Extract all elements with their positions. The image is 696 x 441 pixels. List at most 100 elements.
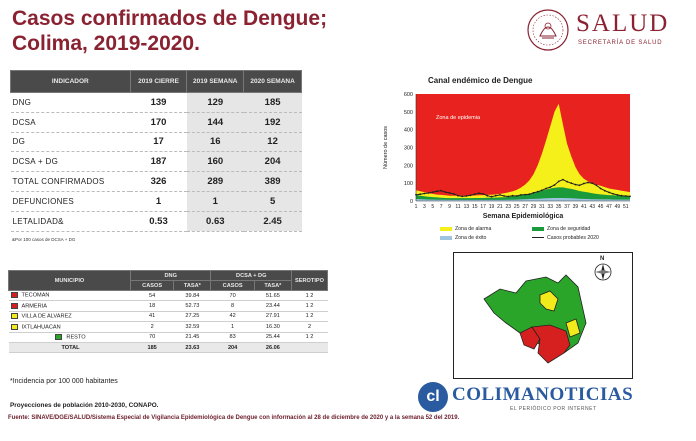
salud-logo: SALUD SECRETARÍA DE SALUD	[526, 8, 694, 54]
x-tick-label: 45	[598, 204, 604, 210]
x-tick-label: 51	[623, 204, 629, 210]
summary-row-label: DCSA	[10, 112, 131, 133]
x-tick-label: 13	[464, 204, 470, 210]
north-compass: N	[592, 256, 614, 283]
casos-probables-point	[440, 189, 443, 192]
serotipo: 2	[291, 321, 328, 333]
x-tick-label: 37	[564, 204, 570, 210]
municipio-row: RESTO 70 21.45 83 25.44 1 2	[8, 332, 328, 343]
municipio-header-row-1: MUNICIPIO DNG DCSA + DG SEROTIPO	[8, 270, 328, 291]
header-indicador: INDICADOR	[10, 70, 131, 93]
header-dng: DNG	[129, 270, 212, 281]
zona-seguridad-area	[416, 187, 630, 201]
map-region-ixtlahuacan	[565, 318, 581, 338]
casos-probables-point	[603, 189, 606, 192]
endemic-channel-chart: 0 100 200 300 400 500 600 1 3 5 7 9 11 13 15 17 19 21 23 25…	[378, 70, 640, 248]
casos-probables-point	[591, 182, 594, 185]
x-tick-label: 11	[455, 204, 460, 210]
casos-probables-point	[494, 194, 497, 197]
summary-header-row: INDICADOR 2019 CIERRE 2019 SEMANA 2020 S…	[10, 70, 302, 93]
x-tick-label: 5	[431, 204, 434, 210]
casos-probables-point	[423, 192, 426, 195]
dng-casos: 54	[130, 290, 174, 302]
summary-cell: 1	[186, 191, 244, 212]
municipio-total-row: TOTAL 185 23.63 204 26.06	[8, 342, 328, 354]
legend-exito: Zona de éxito	[440, 235, 486, 241]
x-tick-label: 1	[415, 204, 418, 210]
header-dcsa-dg: DCSA + DG	[210, 270, 292, 281]
municipio-header-row-2: CASOS TASA* CASOS TASA*	[9, 280, 328, 291]
logo-word: SALUD	[576, 10, 670, 37]
dng-casos: 70	[130, 332, 174, 343]
annotation-zona-epidemia: Zona de epidemia	[436, 115, 481, 121]
total-serotipo	[291, 342, 328, 354]
casos-probables-point	[461, 195, 464, 198]
casos-probables-point	[549, 186, 552, 188]
dng-tasa: 32.59	[173, 321, 211, 333]
casos-probables-point	[562, 178, 564, 181]
casos-probables-point	[528, 193, 531, 196]
casos-probables-point	[473, 193, 476, 196]
serotipo: 1 2	[291, 300, 328, 312]
header-dng-casos: CASOS	[129, 280, 175, 291]
dcsa-tasa: 51.65	[254, 290, 292, 302]
zona-exito-area	[416, 198, 630, 201]
casos-probables-point	[515, 195, 518, 197]
summary-row-label: DG	[10, 132, 131, 153]
proyecciones-note: Proyecciones de población 2010-2030, CON…	[10, 402, 159, 409]
north-label: N	[600, 256, 605, 262]
chart-title: Canal endémico de Dengue	[428, 76, 533, 85]
serotipo: 1 2	[291, 290, 328, 302]
municipio-label: RESTO	[66, 334, 86, 341]
y-tick-label: 400	[404, 128, 413, 134]
summary-row: DCSA 170 144 192	[10, 112, 302, 133]
x-tick-label: 7	[440, 204, 443, 210]
municipio-color-swatch	[10, 292, 18, 299]
summary-cell: 187	[130, 151, 187, 173]
casos-probables-point	[436, 190, 438, 193]
casos-probables-line	[415, 179, 631, 198]
x-tick-label: 27	[522, 204, 528, 210]
casos-probables-point	[490, 195, 493, 198]
municipio-color-swatch	[10, 313, 18, 320]
x-tick-label: 43	[589, 204, 595, 210]
casos-probables-point	[452, 193, 455, 195]
casos-probables-point	[629, 195, 631, 198]
y-tick-label: 500	[404, 110, 413, 116]
summary-cell: 185	[243, 92, 302, 113]
mexico-emblem-icon	[527, 9, 569, 51]
dcsa-casos: 1	[210, 321, 255, 333]
summary-table: INDICADOR 2019 CIERRE 2019 SEMANA 2020 S…	[10, 70, 302, 232]
page-title: Casos confirmados de Dengue; Colima, 201…	[12, 7, 328, 55]
summary-row: DNG 139 129 185	[10, 92, 302, 113]
municipio-label: TECOMAN	[21, 292, 50, 299]
casos-probables-point	[478, 192, 480, 195]
casos-probables-point	[524, 193, 526, 196]
casos-probables-point	[448, 192, 451, 194]
casos-probables-point	[419, 193, 422, 196]
municipio-row: ARMERIA 18 52.73 8 23.44 1 2	[8, 300, 328, 312]
summary-cell: 2.45	[243, 211, 302, 232]
y-tick-label: 600	[404, 92, 413, 98]
x-tick-label: 9	[448, 204, 451, 210]
dcsa-casos: 8	[210, 300, 255, 312]
summary-row: TOTAL CONFIRMADOS 326 289 389	[10, 171, 302, 192]
dcsa-tasa: 23.44	[254, 300, 292, 312]
casos-probables-point	[566, 180, 568, 183]
x-tick-label: 17	[480, 204, 486, 210]
summary-cell: 160	[186, 151, 244, 173]
dcsa-casos: 83	[210, 332, 255, 343]
colimanoticias-logo-icon: cl	[418, 382, 448, 412]
total-dng-casos: 185	[130, 342, 174, 354]
total-dcsa-tasa: 26.06	[254, 342, 292, 354]
header-dng-tasa: TASA*	[173, 280, 212, 291]
casos-probables-point	[553, 184, 556, 186]
summary-row-label: DCSA + DG	[10, 151, 131, 173]
casos-probables-point	[616, 194, 619, 196]
fuente-note: Fuente: SINAVE/DGE/SALUD/Sistema Especia…	[8, 415, 460, 421]
casos-probables-point	[574, 183, 577, 186]
casos-probables-point	[599, 187, 602, 190]
summary-row-label: DNG	[10, 92, 131, 113]
summary-cell: 144	[186, 112, 244, 133]
